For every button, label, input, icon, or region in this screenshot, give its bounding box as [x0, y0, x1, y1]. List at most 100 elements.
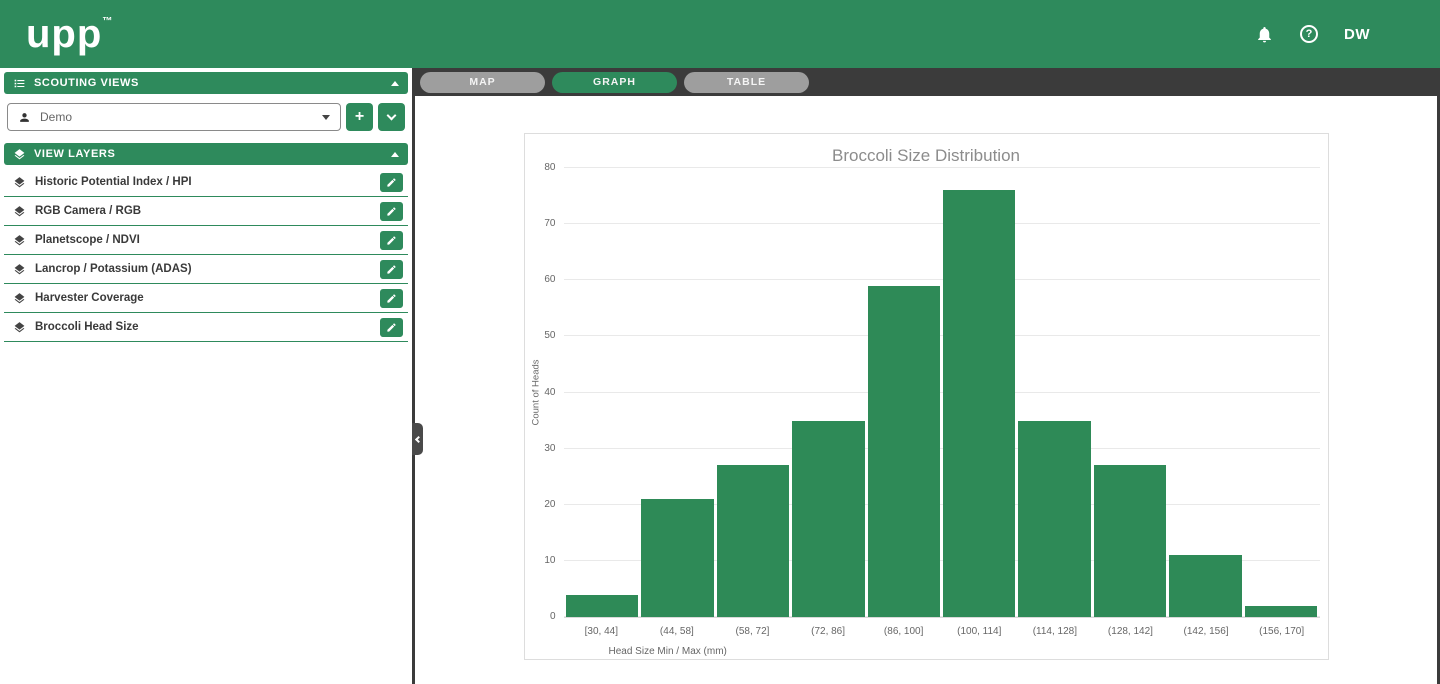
bar-(44, 58][interactable] — [641, 499, 714, 617]
user-avatar[interactable]: DW — [1344, 25, 1370, 43]
logo-text: upp — [26, 12, 103, 56]
list-icon — [13, 77, 26, 90]
x-axis-label: Head Size Min / Max (mm) — [608, 646, 727, 657]
expand-view-button[interactable] — [378, 103, 405, 131]
scouting-views-title: SCOUTING VIEWS — [34, 77, 139, 89]
top-bar: upp ™ ? DW — [0, 0, 1440, 68]
layers-icon — [13, 176, 26, 189]
bar-[30, 44][interactable] — [566, 594, 639, 617]
gridline — [563, 391, 1320, 393]
edit-layer-button[interactable] — [380, 288, 403, 308]
help-icon[interactable]: ? — [1300, 25, 1318, 43]
plot-area: Count of Heads 0 10 20 30 40 50 60 70 80 — [530, 162, 1320, 622]
apps-grid-icon[interactable] — [1396, 25, 1414, 43]
chart-title: Broccoli Size Distribution — [831, 146, 1020, 165]
sidebar-collapse-handle[interactable] — [412, 423, 423, 455]
x-tick-label: [30, 44] — [584, 626, 618, 637]
x-tick-label: (128, 142] — [1107, 626, 1153, 637]
top-bar-icons: ? DW — [1255, 25, 1414, 44]
layers-icon — [13, 263, 26, 276]
bar-(156, 170][interactable] — [1244, 605, 1318, 617]
layers-icon — [13, 205, 26, 218]
tab-graph[interactable]: GRAPH — [552, 71, 677, 93]
layers-icon — [13, 292, 26, 305]
layer-row: Harvester Coverage — [4, 284, 408, 313]
app-logo[interactable]: upp ™ — [26, 14, 113, 54]
y-tick-label: 80 — [544, 162, 556, 173]
x-tick-label: (114, 128] — [1032, 626, 1077, 637]
bar-(72, 86][interactable] — [792, 420, 865, 617]
notifications-bell-icon[interactable] — [1255, 25, 1274, 44]
add-view-button[interactable]: + — [346, 103, 373, 131]
layer-row: RGB Camera / RGB — [4, 197, 408, 226]
layer-row: Lancrop / Potassium (ADAS) — [4, 255, 408, 284]
layer-label: Broccoli Head Size — [35, 321, 139, 333]
bars-group — [564, 168, 1320, 617]
logo-trademark: ™ — [102, 16, 114, 27]
bar-(86, 100][interactable] — [867, 285, 941, 617]
gridline — [563, 223, 1320, 225]
chart-card: Broccoli Size Distribution Count of Head… — [523, 133, 1329, 660]
bar-(100, 114][interactable] — [943, 190, 1016, 617]
main-content: MAP GRAPH TABLE Broccoli Size Distribution… — [412, 68, 1440, 684]
view-layers-header[interactable]: VIEW LAYERS — [4, 143, 408, 165]
gridline — [563, 503, 1320, 505]
layers-icon — [13, 148, 26, 161]
layer-label: Lancrop / Potassium (ADAS) — [35, 263, 192, 275]
x-tick-label: (86, 100] — [883, 626, 924, 637]
y-tick-label: 0 — [549, 611, 556, 622]
bar-(58, 72][interactable] — [716, 465, 790, 617]
x-tick-labels: [30, 44] (44, 58] (58, 72] (72, 86] (86, 100… — [564, 626, 1320, 637]
tab-map[interactable]: MAP — [420, 71, 545, 93]
layer-row: Broccoli Head Size — [4, 313, 408, 342]
page-body: SCOUTING VIEWS Demo + VIEW LAYERS — [0, 68, 1440, 684]
layer-row: Historic Potential Index / HPI — [4, 168, 408, 197]
gridline — [563, 447, 1320, 449]
x-tick-label: (156, 170] — [1259, 626, 1305, 637]
sidebar: SCOUTING VIEWS Demo + VIEW LAYERS — [0, 68, 412, 684]
tab-bar: MAP GRAPH TABLE — [415, 68, 1437, 96]
bar-(128, 142][interactable] — [1093, 465, 1167, 617]
view-select[interactable]: Demo — [7, 103, 341, 131]
layers-icon — [13, 321, 26, 334]
scouting-views-header[interactable]: SCOUTING VIEWS — [4, 72, 408, 94]
collapse-up-icon — [391, 80, 399, 86]
content-area: Broccoli Size Distribution Count of Head… — [415, 96, 1437, 684]
gridline — [563, 616, 1320, 617]
layers-icon — [13, 234, 26, 247]
y-tick-label: 50 — [544, 330, 556, 342]
gridline — [563, 167, 1320, 168]
y-tick-label: 40 — [544, 386, 556, 398]
bar-(142, 156][interactable] — [1169, 555, 1242, 617]
collapse-up-icon — [391, 151, 399, 157]
gridline — [563, 559, 1320, 561]
person-icon — [18, 111, 31, 124]
y-tick-label: 10 — [544, 554, 556, 566]
layer-label: Historic Potential Index / HPI — [35, 176, 192, 188]
view-select-row: Demo + — [7, 103, 405, 131]
view-layers-title: VIEW LAYERS — [34, 148, 116, 160]
gridline — [563, 279, 1320, 281]
edit-layer-button[interactable] — [380, 230, 403, 250]
tab-table[interactable]: TABLE — [684, 71, 809, 93]
edit-layer-button[interactable] — [380, 201, 403, 221]
edit-layer-button[interactable] — [380, 317, 403, 337]
x-tick-label: (142, 156] — [1183, 626, 1229, 637]
chevron-down-icon — [386, 110, 397, 121]
layer-row: Planetscope / NDVI — [4, 226, 408, 255]
dropdown-caret-icon — [322, 114, 330, 120]
edit-layer-button[interactable] — [380, 172, 403, 192]
x-tick-label: (44, 58] — [659, 626, 694, 637]
layer-label: Planetscope / NDVI — [35, 234, 140, 246]
y-tick-label: 20 — [544, 498, 556, 510]
y-tick-label: 30 — [544, 442, 556, 454]
gridline — [563, 335, 1320, 337]
x-tick-label: (72, 86] — [811, 626, 846, 637]
y-tick-label: 70 — [544, 218, 556, 230]
bar-(114, 128][interactable] — [1018, 420, 1091, 617]
y-tick-label: 60 — [544, 274, 556, 286]
x-tick-label: (100, 114] — [957, 626, 1002, 637]
view-layers-list: Historic Potential Index / HPI RGB Camera… — [4, 168, 408, 342]
edit-layer-button[interactable] — [380, 259, 403, 279]
